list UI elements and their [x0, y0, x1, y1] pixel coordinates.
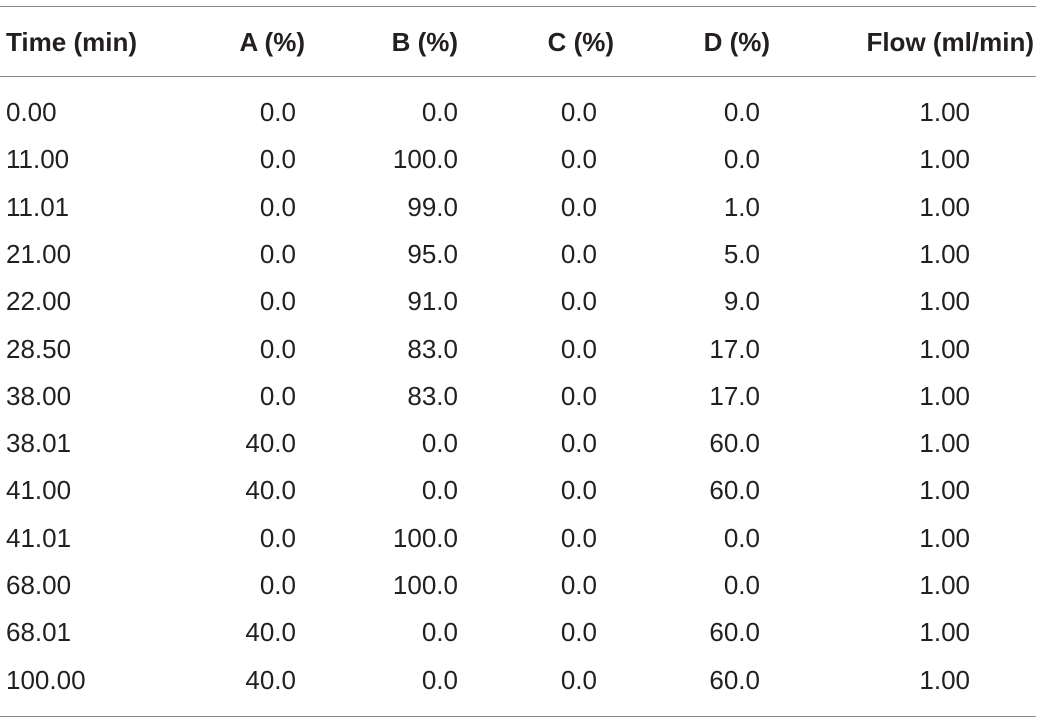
cell: 0.0: [259, 570, 296, 600]
cell: 0.0: [421, 475, 458, 506]
cell: 100.0: [392, 570, 458, 600]
header-cell: A (%): [239, 27, 305, 57]
header-cell: B (%): [391, 27, 458, 57]
cell: 83.0: [407, 380, 458, 411]
cell: 0.0: [560, 238, 597, 269]
cell: 5.0: [723, 238, 760, 269]
cell: 21.00: [6, 238, 72, 269]
cell: 0.0: [723, 570, 760, 600]
cell: 68.00: [6, 570, 72, 600]
cell: 1.00: [919, 97, 970, 127]
cell: 0.0: [560, 570, 597, 600]
cell: 0.0: [421, 97, 458, 127]
cell: 0.0: [259, 333, 296, 364]
cell: 0.00: [6, 97, 57, 127]
cell: 1.00: [919, 475, 970, 506]
bottom-rule: [0, 716, 1036, 717]
cell: 41.01: [6, 522, 72, 553]
cell: 11.01: [6, 191, 70, 222]
header-cell: Flow (ml/min): [866, 27, 1034, 57]
cell: 0.0: [560, 380, 597, 411]
cell: 100.0: [392, 144, 458, 175]
header-cell: C (%): [547, 27, 614, 57]
cell: 91.0: [407, 286, 458, 317]
cell: 0.0: [560, 97, 597, 127]
cell: 0.0: [560, 664, 597, 695]
cell: 0.0: [259, 97, 296, 127]
cell: 0.0: [259, 286, 296, 317]
cell: 22.00: [6, 286, 72, 317]
cell: 38.00: [6, 380, 72, 411]
cell: 1.00: [919, 286, 970, 317]
cell: 0.0: [560, 333, 597, 364]
cell: 0.0: [560, 617, 597, 648]
cell: 1.00: [919, 238, 970, 269]
cell: 1.00: [919, 191, 970, 222]
cell: 0.0: [723, 97, 760, 127]
cell: 0.0: [723, 522, 760, 553]
cell: 99.0: [407, 191, 458, 222]
cell: 0.0: [259, 191, 296, 222]
cell: 83.0: [407, 333, 458, 364]
cell: 1.00: [919, 380, 970, 411]
header-cell: D (%): [703, 27, 770, 57]
cell: 0.0: [421, 617, 458, 648]
cell: 41.00: [6, 475, 72, 506]
cell: 17.0: [709, 380, 760, 411]
cell: 0.0: [259, 522, 296, 553]
cell: 40.0: [245, 617, 296, 648]
cell: 68.01: [6, 617, 72, 648]
header-cell: Time (min): [6, 27, 137, 57]
cell: 28.50: [6, 333, 72, 364]
header-rule: [0, 76, 1036, 77]
cell: 100.00: [6, 664, 86, 695]
cell: 0.0: [259, 238, 296, 269]
cell: 1.00: [919, 333, 970, 364]
cell: 0.0: [560, 428, 597, 459]
cell: 1.00: [919, 522, 970, 553]
cell: 1.00: [919, 428, 970, 459]
cell: 1.00: [919, 617, 970, 648]
cell: 1.0: [723, 191, 760, 222]
cell: 40.0: [245, 428, 296, 459]
cell: 0.0: [259, 144, 296, 175]
cell: 40.0: [245, 475, 296, 506]
cell: 1.00: [919, 144, 970, 175]
cell: 0.0: [560, 191, 597, 222]
cell: 40.0: [245, 664, 296, 695]
cell: 0.0: [421, 664, 458, 695]
cell: 60.0: [709, 664, 760, 695]
cell: 0.0: [560, 286, 597, 317]
cell: 0.0: [259, 380, 296, 411]
cell: 9.0: [723, 286, 760, 317]
cell: 11.00: [6, 144, 70, 175]
cell: 95.0: [407, 238, 458, 269]
cell: 60.0: [709, 617, 760, 648]
cell: 0.0: [421, 428, 458, 459]
cell: 0.0: [560, 475, 597, 506]
cell: 0.0: [560, 144, 597, 175]
cell: 0.0: [560, 522, 597, 553]
cell: 100.0: [392, 522, 458, 553]
cell: 60.0: [709, 428, 760, 459]
cell: 0.0: [723, 144, 760, 175]
cell: 60.0: [709, 475, 760, 506]
cell: 38.01: [6, 428, 72, 459]
cell: 17.0: [709, 333, 760, 364]
cell: 1.00: [919, 664, 970, 695]
cell: 1.00: [919, 570, 970, 600]
top-rule: [0, 6, 1036, 7]
